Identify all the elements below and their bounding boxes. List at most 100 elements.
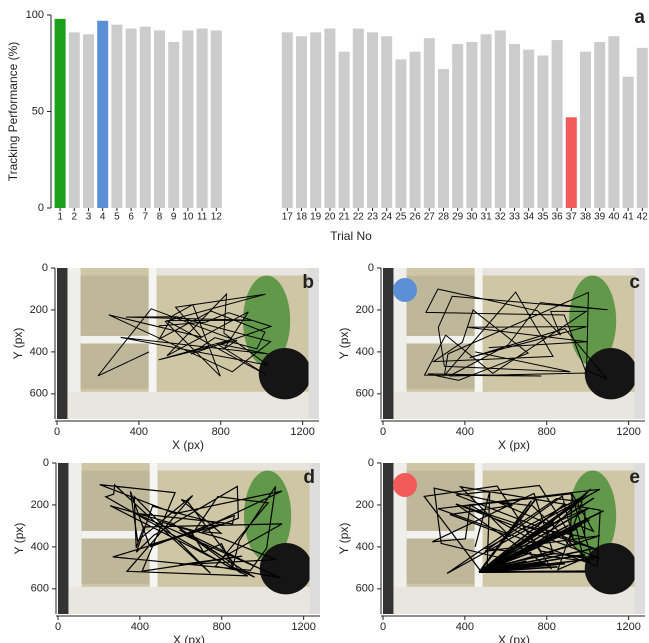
bar — [622, 76, 634, 208]
y-tick-label: 100 — [26, 9, 44, 21]
bar — [125, 28, 137, 209]
x-axis-label: X (px) — [173, 633, 205, 643]
x-tick-label: 4 — [100, 212, 106, 223]
track — [97, 292, 273, 377]
divider — [474, 463, 483, 614]
x-tick-label: 0 — [380, 621, 386, 633]
x-tick-label: 10 — [182, 212, 194, 223]
y-tick-label: 600 — [356, 388, 374, 400]
track-jump — [478, 507, 530, 573]
rock — [584, 543, 638, 595]
x-tick-label: 1200 — [290, 426, 314, 438]
top-wall — [156, 268, 319, 276]
x-tick-label: 42 — [637, 212, 649, 223]
bar — [68, 32, 80, 209]
x-tick-label: 1200 — [291, 621, 315, 633]
x-tick-label: 2 — [72, 212, 78, 223]
bar — [352, 28, 364, 209]
track-jump — [479, 547, 595, 573]
y-axis-label: Y (px) — [11, 328, 25, 360]
x-tick-label: 18 — [296, 212, 308, 223]
track-jump — [478, 503, 566, 573]
y-tick-label: 200 — [356, 499, 374, 511]
bar — [97, 20, 109, 209]
x-tick-label: 800 — [538, 621, 556, 633]
x-tick-label: 20 — [324, 212, 336, 223]
x-tick-label: 800 — [213, 621, 231, 633]
y-tick-label: 200 — [356, 304, 374, 316]
bar — [636, 47, 648, 209]
panel-label: d — [303, 467, 315, 488]
y-axis-label: Y (px) — [12, 523, 26, 555]
y-tick-label: 0 — [42, 262, 48, 274]
divider — [474, 268, 483, 419]
x-tick-label: 5 — [114, 212, 120, 223]
x-tick-label: 6 — [128, 212, 134, 223]
y-tick-label: 400 — [30, 346, 48, 358]
bar — [210, 30, 222, 208]
trial-marker — [393, 278, 417, 302]
y-axis-label: Y (px) — [337, 328, 351, 360]
x-axis-label: Trial No — [330, 229, 372, 243]
bar — [509, 43, 520, 209]
x-tick-label: 800 — [538, 426, 556, 438]
x-tick-label: 36 — [552, 212, 564, 223]
bar — [139, 26, 151, 208]
bar — [338, 51, 350, 208]
bar — [296, 36, 307, 209]
bar — [423, 38, 435, 208]
panel-label: e — [629, 467, 640, 488]
x-tick-label: 27 — [424, 212, 436, 223]
x-tick-label: 29 — [452, 212, 464, 223]
dark-strip — [57, 268, 68, 419]
bar — [452, 43, 464, 209]
x-tick-label: 400 — [456, 621, 474, 633]
bar — [395, 59, 407, 208]
bar — [83, 34, 94, 208]
track-jump — [478, 507, 590, 573]
photo — [383, 463, 645, 614]
bar — [182, 30, 194, 208]
x-tick-label: 39 — [594, 212, 606, 223]
left-wall — [67, 268, 81, 419]
x-tick-label: 24 — [381, 212, 393, 223]
x-tick-label: 21 — [339, 212, 351, 223]
track-jump — [478, 494, 589, 573]
x-tick-label: 38 — [580, 212, 592, 223]
y-tick-label: 400 — [31, 541, 49, 553]
bar — [154, 30, 165, 208]
bar — [54, 18, 66, 208]
y-tick-label: 200 — [31, 499, 49, 511]
bar — [324, 28, 336, 209]
track-jump — [478, 517, 563, 573]
plant — [243, 275, 291, 367]
x-tick-label: 0 — [55, 621, 61, 633]
bar — [480, 34, 492, 208]
bar — [310, 32, 322, 209]
y-tick-label: 400 — [356, 346, 374, 358]
right-wall — [308, 268, 319, 419]
bar — [523, 49, 535, 208]
track-jump — [478, 541, 582, 573]
bar — [438, 69, 449, 208]
y-axis-label: Tracking Performance (%) — [6, 42, 20, 182]
rock — [584, 348, 638, 400]
x-tick-label: 26 — [410, 212, 422, 223]
left-room — [406, 275, 475, 389]
x-tick-label: 0 — [54, 426, 60, 438]
bar — [367, 32, 378, 209]
track — [423, 288, 608, 381]
y-axis-label: Y (px) — [337, 523, 351, 555]
x-tick-label: 12 — [211, 212, 223, 223]
bar — [565, 117, 577, 208]
bar — [111, 24, 123, 209]
y-tick-label: 600 — [30, 388, 48, 400]
x-tick-label: 800 — [212, 426, 230, 438]
top-wall — [157, 463, 320, 471]
y-tick-label: 0 — [368, 457, 374, 469]
shelf — [80, 335, 149, 344]
trial-marker — [393, 473, 417, 497]
bar — [281, 32, 293, 209]
